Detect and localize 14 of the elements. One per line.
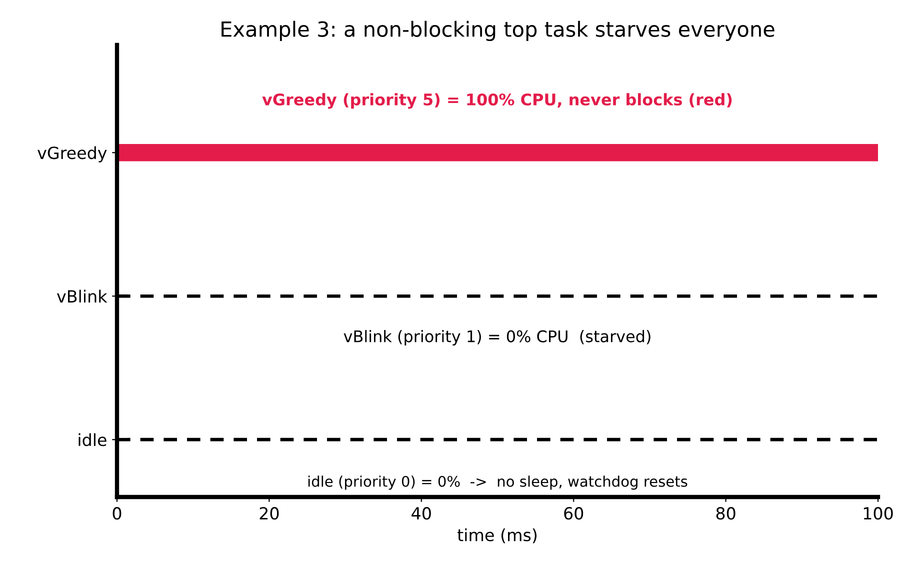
x-axis-title: time (ms) [458,528,537,544]
annotation: idle (priority 0) = 0% -> no sleep, watchdog resets [308,476,688,490]
y-tick-label: vBlink [57,290,108,302]
x-tick-label: 60 [564,507,584,520]
x-tick-label: 20 [260,507,279,520]
x-tick-label: 40 [412,507,431,520]
y-tick-label: vGreedy [38,146,107,162]
x-tick-label: 80 [716,507,736,520]
x-tick-label: 0 [112,507,122,520]
chart-title: Example 3: a non-blocking top task starves everyone [222,20,774,41]
x-tick-label: 100 [864,507,893,520]
annotation: vBlink (priority 1) = 0% CPU (starved) [344,330,650,346]
y-tick-label: idle [78,433,106,446]
annotation: vGreedy (priority 5) = 100% CPU, never blocks (red) [262,93,732,109]
